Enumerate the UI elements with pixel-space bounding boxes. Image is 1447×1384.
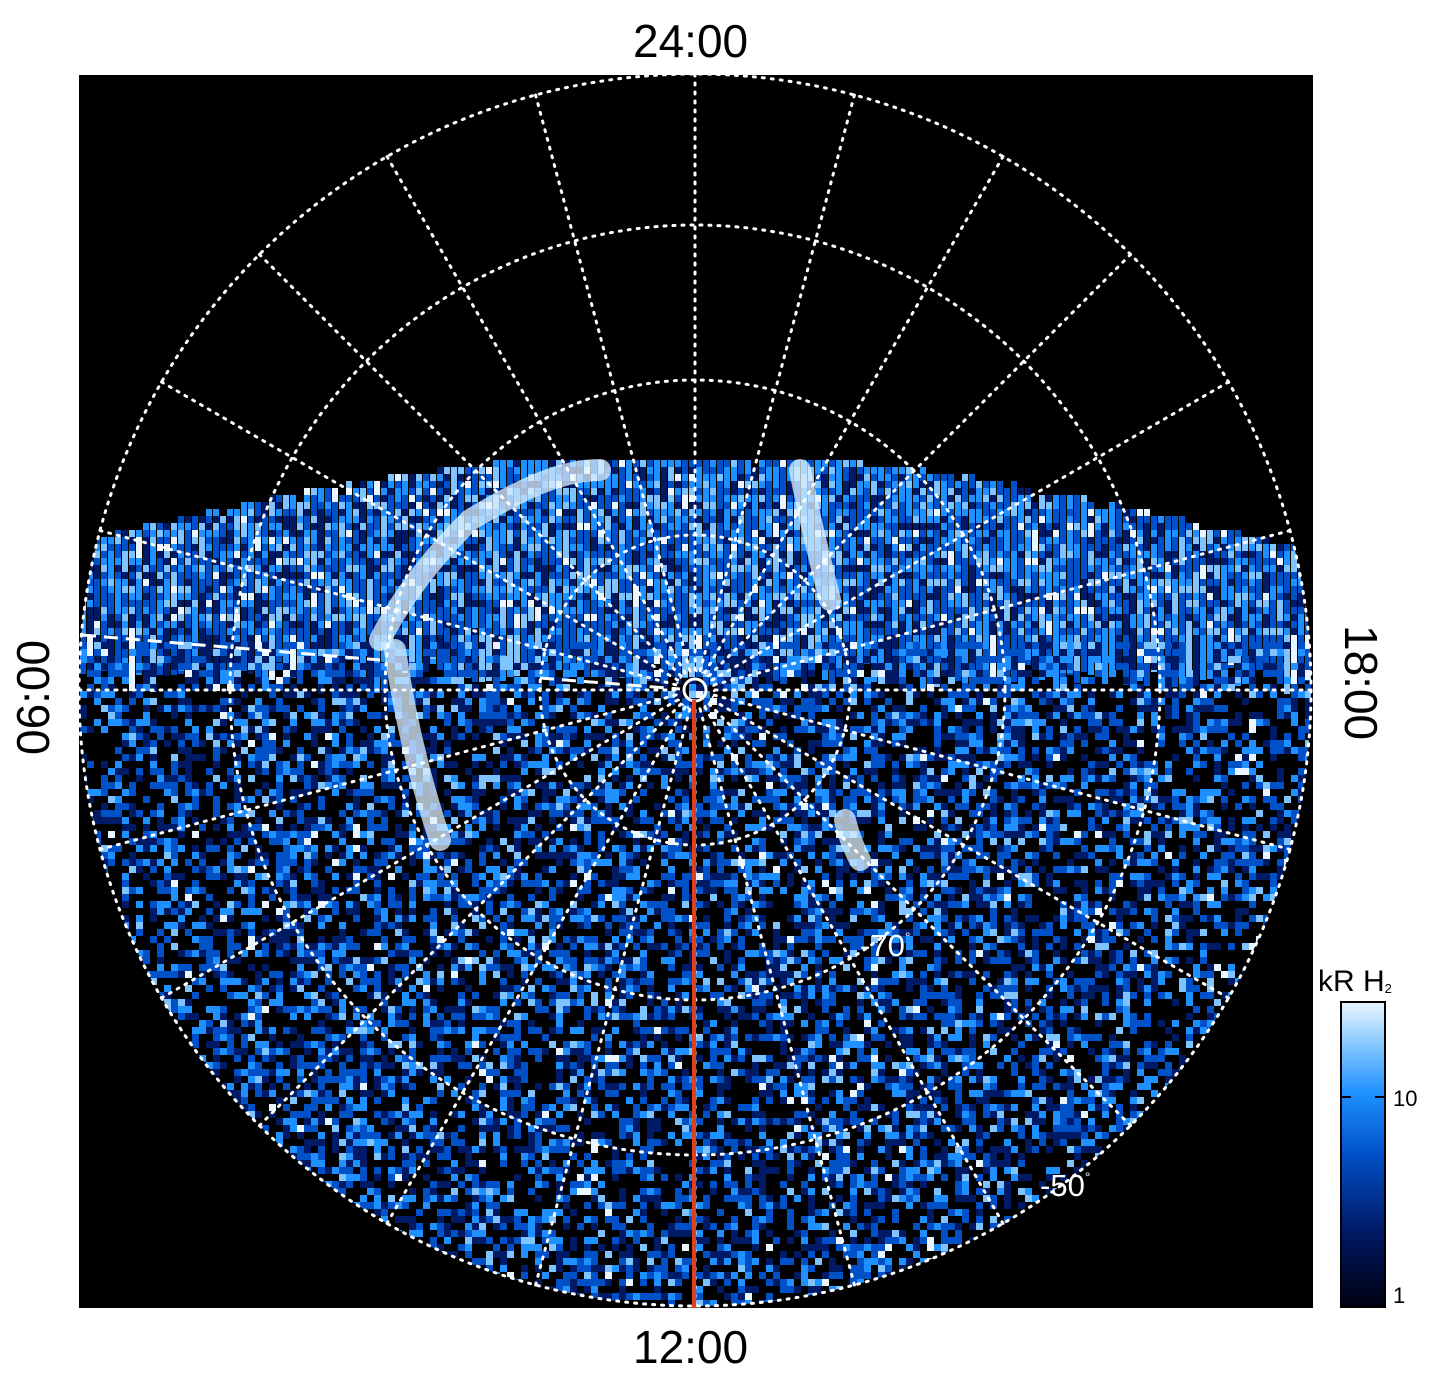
colorbar-tick-10: 10 xyxy=(1393,1086,1418,1111)
meridian-line xyxy=(160,380,680,682)
meridian-line xyxy=(707,702,1133,1128)
meridian-line xyxy=(710,698,1230,1000)
degree-symbol: ° xyxy=(904,929,911,945)
bright-auroral-arc xyxy=(384,639,451,851)
meridian-line xyxy=(98,529,678,687)
terminator-dashed-line-inner xyxy=(539,676,681,691)
pole-marker-outer xyxy=(675,670,715,710)
meridian-line xyxy=(98,693,678,851)
meridian-line xyxy=(534,707,692,1287)
meridian-line xyxy=(710,380,1230,682)
latitude-70-value: -70 xyxy=(860,928,905,963)
bright-auroral-arc xyxy=(369,459,611,651)
meridian-line xyxy=(257,702,683,1128)
local-time-label-06: 06:00 xyxy=(7,639,59,755)
meridian-line xyxy=(712,693,1292,851)
meridian-line xyxy=(385,155,687,675)
colorbar-title: kR H2 xyxy=(1318,965,1392,999)
meridian-line xyxy=(385,705,687,1225)
colorbar xyxy=(1340,1001,1386,1308)
colorbar-tick-1: 1 xyxy=(1393,1283,1406,1308)
meridian-line xyxy=(712,529,1292,687)
latitude-label-50: -50° xyxy=(1040,1170,1090,1201)
meridian-line xyxy=(257,252,683,678)
latitude-50-value: -50 xyxy=(1040,1168,1085,1203)
local-time-label-18: 18:00 xyxy=(1335,625,1387,741)
meridian-line xyxy=(703,155,1005,675)
meridian-line xyxy=(698,93,856,673)
meridian-line xyxy=(707,252,1133,678)
meridian-line xyxy=(534,93,692,673)
local-time-label-12: 12:00 xyxy=(633,1321,749,1373)
colorbar-title-main: kR H xyxy=(1318,965,1385,998)
latitude-label-70: -70° xyxy=(860,930,910,961)
terminator-dashed-line xyxy=(81,633,381,662)
degree-symbol: ° xyxy=(1084,1169,1091,1185)
meridian-line xyxy=(698,707,856,1287)
bright-auroral-arc xyxy=(834,809,871,871)
lat-lon-grid xyxy=(77,72,1313,1308)
local-time-label-24: 24:00 xyxy=(633,15,749,67)
meridian-line xyxy=(703,705,1005,1225)
bright-auroral-arc xyxy=(789,459,841,611)
meridian-line xyxy=(160,698,680,1000)
colorbar-title-subscript: 2 xyxy=(1384,981,1392,996)
